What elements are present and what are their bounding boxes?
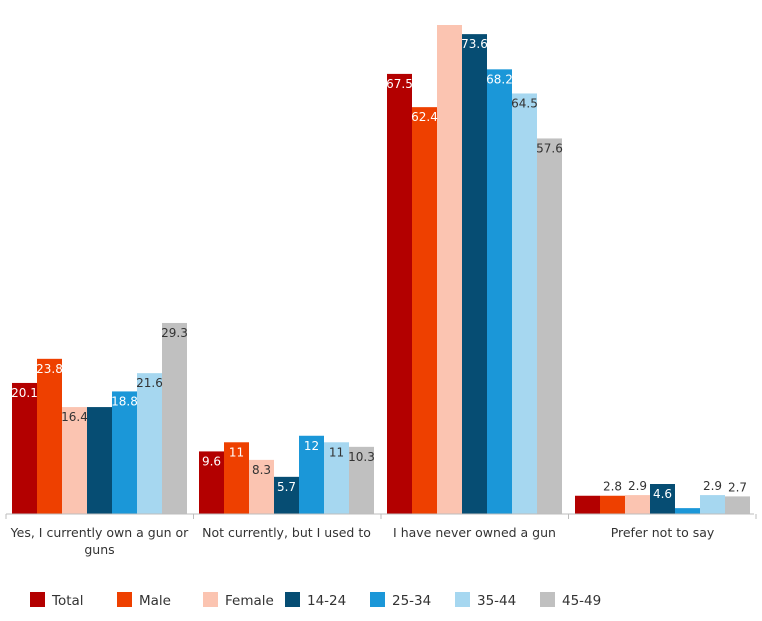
legend-label: 35-44 bbox=[477, 593, 516, 609]
legend-label: 14-24 bbox=[307, 593, 346, 609]
data-label: 20.1 bbox=[11, 386, 38, 400]
x-tick-label: I have never owned a gun bbox=[393, 525, 556, 540]
data-label: 68.2 bbox=[486, 72, 513, 86]
bar bbox=[700, 495, 725, 514]
legend: Total Male Female 14-24 25-34 35-44 45-49 bbox=[30, 592, 601, 609]
bar bbox=[625, 495, 650, 514]
bar bbox=[650, 484, 675, 514]
legend-swatch bbox=[540, 592, 555, 607]
data-label: 5.7 bbox=[277, 480, 296, 494]
data-label: 29.3 bbox=[161, 326, 188, 340]
data-labels-layer: 20.1 23.8 16.4 18.8 21.6 29.3 9.6 11 8.3 5.7 12 11 1… bbox=[11, 37, 747, 501]
bar bbox=[224, 442, 249, 514]
bar bbox=[37, 358, 62, 514]
bar bbox=[112, 391, 137, 514]
bar bbox=[725, 496, 750, 514]
x-axis-labels: Yes, I currently own a gun or guns Not cur… bbox=[10, 525, 715, 557]
bar bbox=[412, 107, 437, 514]
x-tick-label: Yes, I currently own a gun or bbox=[10, 525, 190, 540]
bar bbox=[249, 459, 274, 514]
legend-label: Male bbox=[139, 593, 171, 609]
data-label: 23.8 bbox=[36, 362, 63, 376]
bar bbox=[162, 322, 187, 514]
data-label: 64.5 bbox=[511, 96, 538, 110]
bar bbox=[387, 73, 412, 515]
data-label: 11 bbox=[229, 445, 244, 459]
data-label: 4.6 bbox=[653, 487, 672, 501]
data-label: 2.9 bbox=[703, 479, 722, 493]
legend-swatch bbox=[117, 592, 132, 607]
bar bbox=[512, 93, 537, 515]
x-tick-label: Prefer not to say bbox=[611, 525, 715, 540]
data-label: 10.3 bbox=[348, 450, 375, 464]
data-label: 2.8 bbox=[603, 480, 622, 494]
data-label: 2.7 bbox=[728, 480, 747, 494]
x-axis-ticks bbox=[5, 514, 757, 519]
legend-swatch bbox=[30, 592, 45, 607]
data-label: 12 bbox=[304, 439, 319, 453]
bar bbox=[324, 442, 349, 514]
data-label: 67.5 bbox=[386, 77, 413, 91]
bar bbox=[437, 25, 462, 514]
x-tick-label: guns bbox=[84, 542, 114, 557]
bar bbox=[487, 69, 512, 514]
data-label: 2.9 bbox=[628, 479, 647, 493]
bar bbox=[299, 435, 324, 514]
bar bbox=[600, 495, 625, 514]
bar bbox=[12, 382, 37, 514]
data-label: 57.6 bbox=[536, 141, 563, 155]
bar bbox=[199, 451, 224, 514]
bar bbox=[274, 476, 299, 514]
legend-swatch bbox=[370, 592, 385, 607]
data-label: 73.6 bbox=[461, 37, 488, 51]
bar bbox=[349, 446, 374, 514]
data-label: 11 bbox=[329, 445, 344, 459]
data-label: 18.8 bbox=[111, 394, 138, 408]
x-tick-label: Not currently, but I used to bbox=[202, 525, 371, 540]
legend-label: Total bbox=[51, 593, 84, 609]
data-label: 21.6 bbox=[136, 376, 163, 390]
bar bbox=[462, 34, 487, 515]
legend-label: 25-34 bbox=[392, 593, 431, 609]
data-label: 9.6 bbox=[202, 454, 221, 468]
bar bbox=[537, 138, 562, 514]
legend-swatch bbox=[285, 592, 300, 607]
data-label: 16.4 bbox=[61, 410, 88, 424]
bar bbox=[87, 407, 112, 514]
data-label: 62.4 bbox=[411, 110, 438, 124]
bars-layer bbox=[12, 25, 750, 515]
bar bbox=[675, 508, 700, 514]
bar bbox=[62, 407, 87, 514]
legend-label: 45-49 bbox=[562, 593, 601, 609]
data-label: 8.3 bbox=[252, 463, 271, 477]
bar bbox=[575, 495, 600, 514]
legend-swatch bbox=[203, 592, 218, 607]
legend-swatch bbox=[455, 592, 470, 607]
legend-label: Female bbox=[225, 593, 274, 609]
bar bbox=[137, 373, 162, 514]
